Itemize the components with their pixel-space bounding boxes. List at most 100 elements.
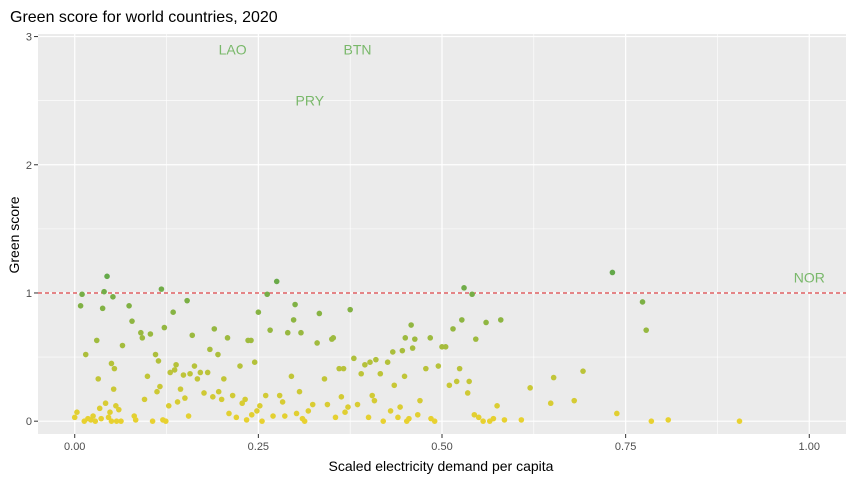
data-point: [282, 413, 288, 419]
data-point: [264, 291, 270, 298]
data-point: [547, 400, 554, 407]
data-point: [345, 404, 351, 410]
data-point: [254, 408, 260, 414]
data-point: [284, 329, 291, 336]
data-point: [461, 285, 467, 291]
data-point: [639, 299, 646, 305]
data-point: [459, 317, 465, 323]
data-point: [490, 415, 497, 422]
country-label: NOR: [794, 270, 825, 286]
data-point: [456, 365, 463, 372]
data-point: [171, 367, 178, 373]
x-tick-label: 0.00: [64, 441, 85, 453]
data-point: [170, 309, 176, 316]
data-point: [161, 324, 168, 331]
data-point: [480, 418, 486, 424]
data-point: [340, 365, 347, 372]
data-point: [373, 356, 379, 363]
data-point: [77, 302, 84, 309]
data-point: [550, 374, 557, 381]
data-point: [332, 414, 339, 421]
y-tick-label: 0: [26, 416, 32, 428]
data-point: [180, 372, 187, 378]
data-point: [609, 269, 616, 276]
data-point: [362, 361, 368, 368]
data-point: [354, 401, 361, 408]
chart-title: Green score for world countries, 2020: [10, 9, 278, 26]
data-point: [316, 310, 323, 317]
data-point: [141, 396, 148, 403]
x-tick-label: 1.00: [799, 441, 820, 453]
country-label: BTN: [344, 41, 372, 57]
data-point: [102, 400, 109, 407]
country-label: PRY: [296, 93, 325, 109]
data-point: [409, 345, 416, 351]
data-point: [71, 414, 78, 421]
data-point: [342, 409, 348, 416]
data-point: [177, 386, 184, 392]
data-point: [255, 309, 262, 316]
data-point: [105, 414, 112, 421]
data-point: [276, 392, 283, 399]
y-axis-ticks: 0 1 2 3: [26, 32, 38, 428]
data-point: [155, 358, 162, 364]
data-point: [347, 306, 353, 313]
data-point: [296, 388, 303, 395]
data-point: [469, 291, 475, 298]
data-point: [173, 361, 179, 368]
data-point: [614, 410, 620, 417]
data-point: [174, 399, 181, 405]
data-point: [126, 302, 132, 309]
data-point: [580, 368, 586, 374]
data-point: [309, 401, 316, 408]
data-point: [111, 365, 118, 372]
data-point: [119, 342, 126, 349]
data-point: [380, 418, 387, 424]
data-point: [243, 417, 250, 423]
data-point: [95, 376, 102, 382]
data-point: [90, 413, 96, 419]
data-point: [248, 337, 254, 344]
data-point: [293, 410, 300, 417]
data-point: [483, 319, 489, 326]
data-point: [262, 392, 269, 399]
data-point: [229, 392, 236, 399]
y-tick-label: 1: [26, 288, 32, 300]
data-point: [450, 326, 456, 332]
data-point: [371, 397, 378, 404]
data-point: [204, 369, 211, 376]
data-point: [292, 301, 298, 308]
data-point: [412, 336, 418, 342]
data-point: [336, 365, 342, 372]
data-point: [167, 369, 174, 376]
data-point: [116, 406, 122, 413]
data-point: [475, 414, 482, 421]
data-point: [185, 413, 192, 419]
data-point: [129, 318, 135, 324]
data-point: [518, 417, 525, 423]
data-point: [435, 363, 442, 369]
y-tick-label: 2: [26, 160, 32, 172]
data-point: [648, 418, 655, 424]
data-point: [288, 373, 295, 380]
data-point: [158, 286, 165, 292]
data-point: [298, 329, 304, 336]
data-point: [414, 411, 421, 418]
data-point: [305, 408, 312, 414]
data-point: [215, 388, 222, 395]
data-point: [466, 378, 472, 385]
country-label: LAO: [219, 41, 247, 57]
grid-lines: [38, 34, 846, 434]
data-point: [211, 326, 218, 332]
data-point: [184, 297, 190, 304]
data-point: [189, 332, 196, 339]
data-point: [96, 405, 103, 412]
data-point: [389, 349, 396, 355]
data-point: [377, 370, 384, 377]
data-point: [367, 359, 373, 366]
data-point: [215, 351, 221, 358]
data-point: [187, 370, 193, 377]
data-point: [154, 388, 160, 395]
data-point: [257, 402, 263, 409]
